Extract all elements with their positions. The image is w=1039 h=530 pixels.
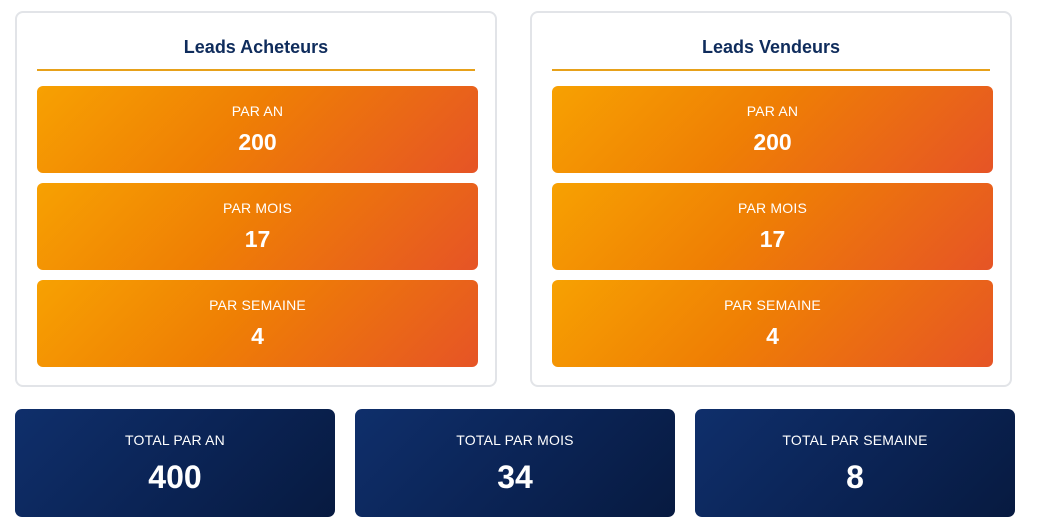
sellers-per-month-label: PAR MOIS	[737, 200, 808, 216]
buyers-per-month-label: PAR MOIS	[222, 200, 293, 216]
buyers-per-year-value: 200	[238, 129, 277, 155]
buyers-per-week-value: 4	[251, 323, 264, 349]
sellers-per-month-card: PAR MOIS 17	[552, 183, 993, 270]
sellers-per-month-value: 17	[759, 226, 786, 252]
buyers-per-month-value: 17	[244, 226, 271, 252]
sellers-per-year-label: PAR AN	[746, 103, 799, 119]
total-per-month-label: TOTAL PAR MOIS	[456, 432, 574, 448]
sellers-per-year-card: PAR AN 200	[552, 86, 993, 173]
sellers-leads-panel: Leads Vendeurs PAR AN 200 PAR MOIS 17 PA…	[530, 11, 1012, 387]
total-per-month-value: 34	[497, 459, 533, 495]
total-per-year-value: 400	[148, 459, 202, 495]
sellers-panel-title: Leads Vendeurs	[701, 37, 841, 57]
buyers-panel-title: Leads Acheteurs	[183, 37, 329, 57]
buyers-per-year-card: PAR AN 200	[37, 86, 478, 173]
total-per-year-label: TOTAL PAR AN	[125, 432, 225, 448]
buyers-per-week-card: PAR SEMAINE 4	[37, 280, 478, 367]
sellers-per-week-label: PAR SEMAINE	[724, 297, 821, 313]
sellers-per-year-value: 200	[753, 129, 792, 155]
total-per-year-card: TOTAL PAR AN 400	[15, 409, 335, 517]
buyers-title-divider	[37, 69, 475, 71]
sellers-title-divider	[552, 69, 990, 71]
buyers-leads-panel: Leads Acheteurs PAR AN 200 PAR MOIS 17 P…	[15, 11, 497, 387]
total-per-week-value: 8	[846, 459, 864, 495]
buyers-per-year-label: PAR AN	[231, 103, 284, 119]
total-per-month-card: TOTAL PAR MOIS 34	[355, 409, 675, 517]
sellers-per-week-value: 4	[766, 323, 779, 349]
total-per-week-label: TOTAL PAR SEMAINE	[782, 432, 928, 448]
buyers-per-month-card: PAR MOIS 17	[37, 183, 478, 270]
sellers-per-week-card: PAR SEMAINE 4	[552, 280, 993, 367]
total-per-week-card: TOTAL PAR SEMAINE 8	[695, 409, 1015, 517]
buyers-per-week-label: PAR SEMAINE	[209, 297, 306, 313]
